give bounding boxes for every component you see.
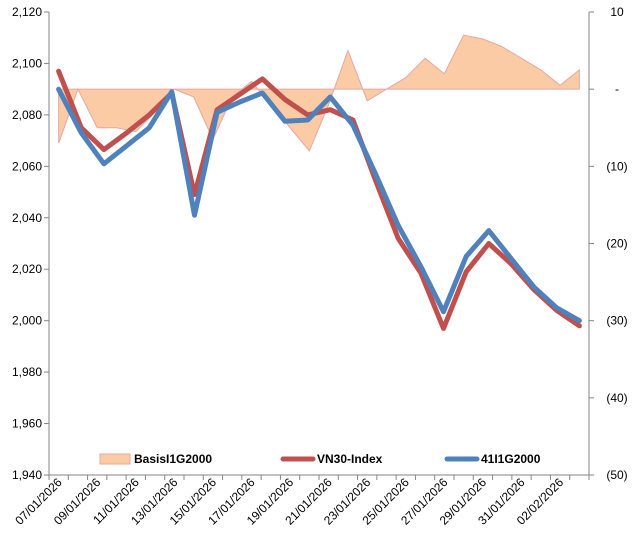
right-axis-tick-label: (50) <box>606 468 627 482</box>
left-axis-tick-label: 1,960 <box>12 417 42 431</box>
left-axis-tick-label: 2,080 <box>12 108 42 122</box>
right-axis-tick-label: 10 <box>610 5 624 19</box>
legend-vn30-label: VN30-Index <box>317 452 383 466</box>
legend-basis-swatch <box>99 453 131 465</box>
left-axis-tick-label: 2,020 <box>12 262 42 276</box>
futures-41i1g2000-line <box>56 86 582 324</box>
vn30-index-line <box>56 68 582 331</box>
left-axis-tick-label: 2,120 <box>12 5 42 19</box>
left-axis-tick-label: 1,940 <box>12 468 42 482</box>
right-axis-tick-label: (20) <box>606 237 627 251</box>
left-axis-tick-label: 2,060 <box>12 159 42 173</box>
right-axis-tick-label: (10) <box>606 159 627 173</box>
left-axis-tick-label: 2,040 <box>12 211 42 225</box>
left-axis-tick-label: 1,980 <box>12 365 42 379</box>
legend-basis-label: BasisI1G2000 <box>134 452 212 466</box>
legend-41i1g2000-label: 41I1G2000 <box>481 452 541 466</box>
right-axis-tick-label: (40) <box>606 391 627 405</box>
left-axis-tick-label: 2,000 <box>12 314 42 328</box>
left-axis-tick-label: 2,100 <box>12 56 42 70</box>
right-axis-tick-label: - <box>615 82 619 96</box>
right-axis-tick-label: (30) <box>606 314 627 328</box>
basis-area-series <box>58 34 580 152</box>
